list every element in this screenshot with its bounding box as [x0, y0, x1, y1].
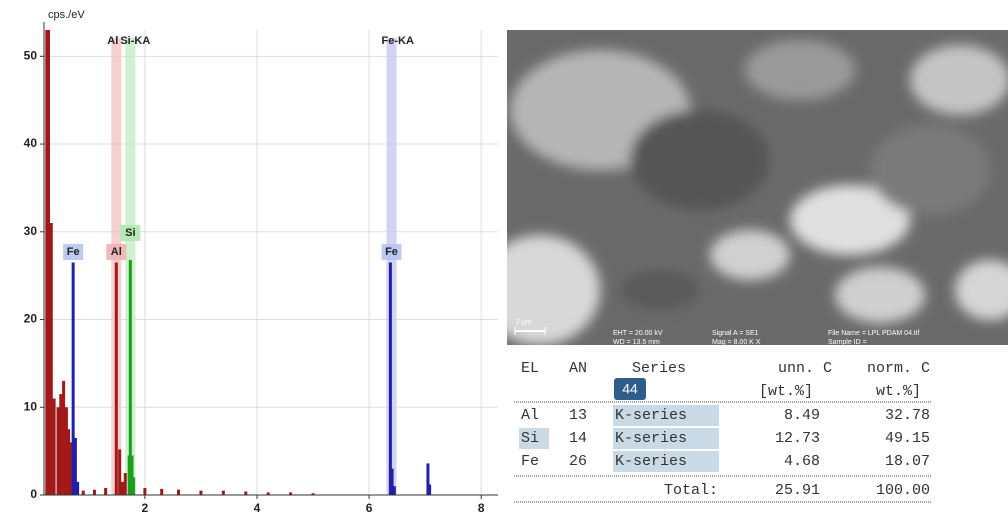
spectrum-bar [426, 463, 430, 495]
spectrum-bar [244, 491, 248, 495]
table-cell: Si [521, 430, 539, 447]
spectrum-bar [92, 489, 96, 495]
table-cell: Al [521, 407, 539, 424]
y-tick-label: 30 [24, 224, 38, 238]
spectrum-bar [59, 394, 63, 495]
unit-cell: [wt.%] [759, 383, 813, 400]
table-cell: 18.07 [885, 453, 930, 470]
sem-image [507, 30, 1008, 345]
peak-label: Si [125, 227, 135, 239]
spectrum-bar [266, 492, 270, 495]
table-cell: K-series [615, 407, 687, 424]
total-cell: 100.00 [876, 482, 930, 499]
total-cell: 25.91 [775, 482, 820, 499]
spectrum-bar [62, 380, 66, 495]
spectrum-bar [67, 429, 71, 495]
spectrum-bar [199, 490, 203, 495]
spectrum-bar [143, 487, 147, 495]
sem-info: Mag = 8.00 K X [712, 339, 761, 346]
peak-label-box [381, 244, 402, 260]
total-label: Total: [664, 482, 718, 499]
y-tick-label: 20 [24, 312, 38, 326]
header-cell: Series [632, 360, 686, 377]
peak-label: Al [111, 246, 122, 258]
band-label: Si-KA [120, 35, 150, 47]
sem-info: WD = 13.5 mm [613, 339, 660, 346]
spectrum-bar [390, 468, 394, 495]
table-cell: 26 [569, 453, 587, 470]
spectrum-bar [177, 489, 181, 495]
spectrum-bar [123, 473, 127, 495]
header-cell: norm. C [867, 360, 930, 377]
table-cell: K-series [615, 453, 687, 470]
spectrum-bar [56, 407, 60, 495]
spectrum-bar [64, 407, 68, 495]
table-cell: 8.49 [784, 407, 820, 424]
y-tick-label: 10 [24, 399, 38, 413]
badge: 44 [622, 381, 638, 397]
y-tick-label: 0 [30, 487, 37, 501]
y-tick-label: 40 [24, 136, 38, 150]
table-cell: 14 [569, 430, 587, 447]
spectrum-bar [221, 490, 225, 495]
spectrum-bar [45, 30, 49, 495]
spectrum-bar [81, 490, 85, 495]
table-cell: 13 [569, 407, 587, 424]
spectrum-bar [388, 262, 392, 495]
spectrum-bar [392, 486, 396, 495]
spectrum-bar [114, 262, 118, 495]
spectrum-bar [160, 488, 164, 495]
y-tick-label: 50 [24, 48, 38, 62]
spectrum-bar [76, 481, 80, 495]
sem-info: EHT = 20.00 kV [613, 330, 663, 337]
header-cell: AN [569, 360, 587, 377]
table-cell: 12.73 [775, 430, 820, 447]
table-cell: Fe [521, 453, 539, 470]
header-cell: unn. C [778, 360, 832, 377]
spectrum-bar [49, 223, 53, 496]
band-label: Fe-KA [382, 35, 414, 47]
spectrum-bar [130, 455, 134, 495]
peak-label: Fe [67, 246, 80, 258]
x-tick-label: 8 [478, 501, 485, 515]
spectrum-bar [52, 398, 56, 495]
table: 44 EL AN Series unn. C norm. C [wt.%] wt… [514, 360, 932, 503]
spectrum-bar [120, 481, 124, 495]
spectrum-bar [289, 492, 293, 495]
table-cell: 4.68 [784, 453, 820, 470]
unit-cell: wt.%] [876, 383, 921, 400]
spectrum-bar [104, 487, 108, 495]
x-tick-label: 6 [366, 501, 373, 515]
spectrum-bar [69, 442, 73, 495]
table-cell: K-series [615, 430, 687, 447]
spectrum-bar [71, 262, 75, 495]
spectrum-bar [128, 259, 132, 495]
sem-info: Sample ID = [828, 339, 867, 346]
spectrum-bar [132, 477, 136, 495]
x-tick-label: 2 [142, 501, 149, 515]
table-cell: 32.78 [885, 407, 930, 424]
spectrum-bar [46, 30, 50, 495]
spectrum-bar [118, 449, 122, 495]
x-tick-label: 4 [254, 501, 261, 515]
spectrum-bar [428, 484, 432, 495]
peak-label-box [63, 244, 84, 260]
chart-bg [0, 0, 505, 517]
peak-label-box [120, 225, 141, 241]
header-cell: EL [521, 360, 539, 377]
scale-label: 2 µm [516, 319, 532, 326]
band-label: Al [107, 35, 118, 47]
sem-info: Signal A = SE1 [712, 330, 759, 337]
y-axis-label: cps./eV [48, 9, 85, 21]
peak-label: Fe [385, 246, 398, 258]
spectrum-bar [73, 437, 77, 495]
sem-info: File Name = LPL PDAM 04.tif [828, 330, 919, 337]
spectrum-bar [311, 493, 315, 495]
peak-label-box [106, 244, 127, 260]
table-cell: 49.15 [885, 430, 930, 447]
